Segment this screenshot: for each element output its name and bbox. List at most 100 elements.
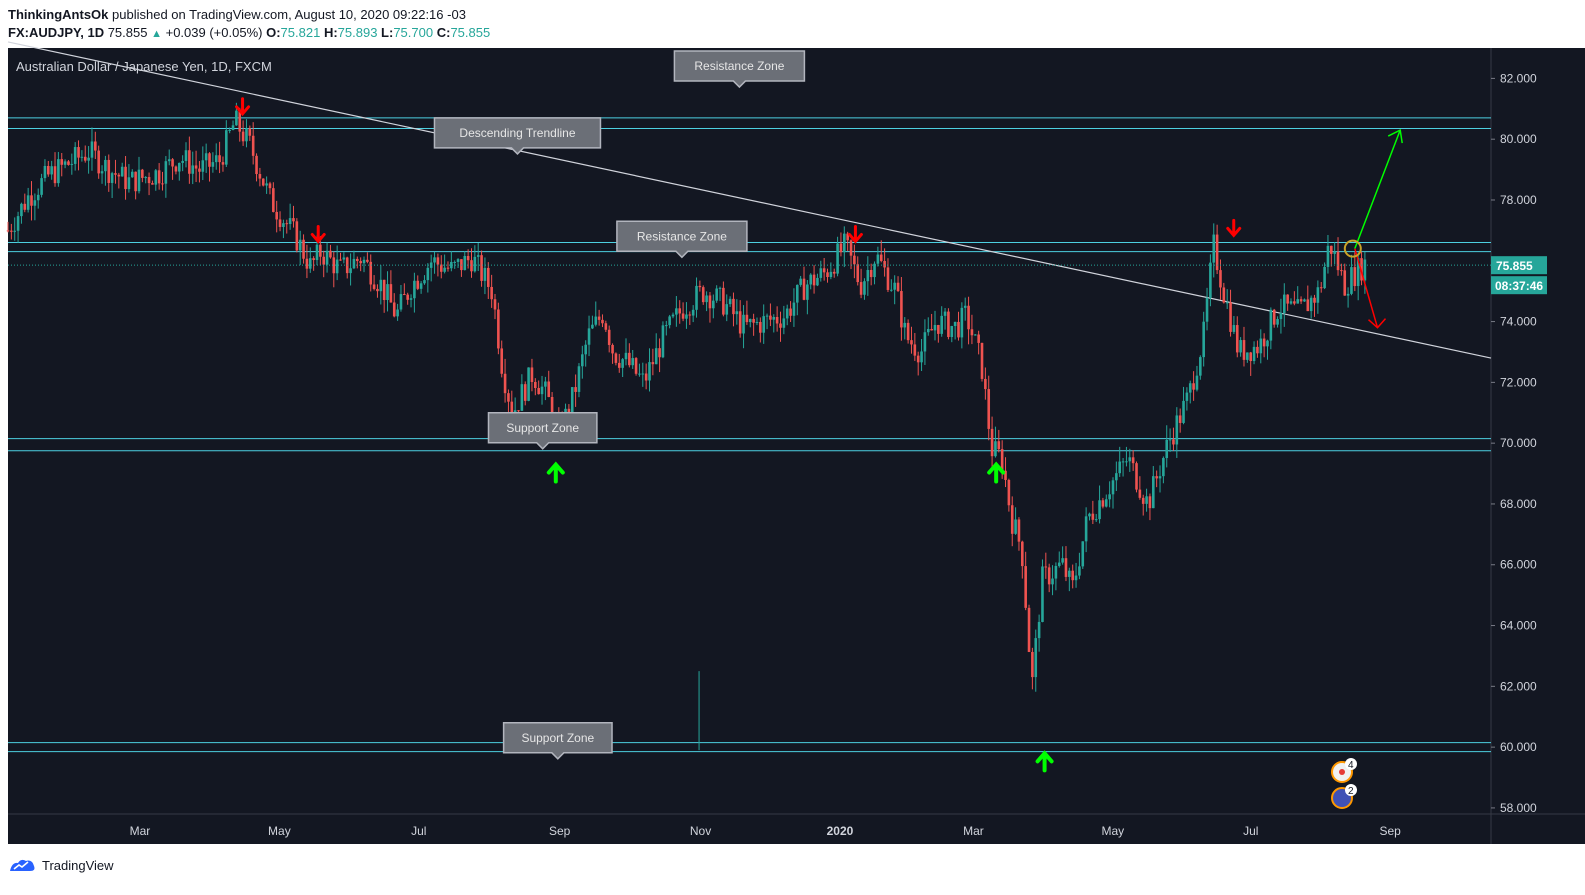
candle-body (597, 316, 601, 320)
candle-body (537, 388, 540, 395)
candle-body (594, 316, 598, 325)
candle-body (490, 286, 493, 300)
event-count-badge (1345, 758, 1357, 770)
candle-body (846, 233, 849, 241)
candle-body (137, 169, 141, 192)
candle-body (329, 250, 332, 258)
candle-body (53, 166, 57, 184)
callout-box[interactable] (673, 50, 806, 89)
candle-body (194, 165, 198, 169)
candle-body (1296, 299, 1300, 304)
callout-box[interactable] (502, 722, 613, 760)
price-tick-label: 74.000 (1500, 315, 1537, 329)
candle-body (688, 314, 692, 316)
candle-body (651, 362, 655, 365)
trendline[interactable] (7, 41, 1492, 359)
candle-body (1151, 476, 1155, 509)
candle-body (141, 169, 144, 178)
candle-body (792, 302, 796, 316)
candle-body (83, 156, 87, 161)
annotation-callout[interactable]: Resistance Zone (673, 50, 806, 89)
candle-body (1061, 558, 1064, 563)
candle-body (30, 195, 33, 206)
bearish-arrowhead (1368, 318, 1387, 329)
candle-body (107, 159, 111, 183)
callout-box[interactable] (616, 220, 748, 259)
candle-body (144, 177, 148, 179)
price-tick-label: 66.000 (1500, 558, 1537, 572)
candle-body (856, 264, 860, 283)
candle-body (1353, 267, 1357, 287)
candle-body (1188, 383, 1192, 393)
candle-body (295, 221, 299, 251)
candle-body (315, 244, 319, 261)
time-axis[interactable] (8, 814, 1585, 844)
candle-body (940, 315, 944, 334)
highlight-circle[interactable] (1343, 239, 1362, 258)
candle-body (198, 168, 201, 172)
candle-body (419, 283, 423, 289)
candle-body (722, 287, 725, 315)
candle-body (255, 155, 258, 175)
open-value: 75.821 (280, 25, 321, 40)
callout-box[interactable] (433, 117, 602, 155)
annotation-callout[interactable]: Descending Trendline (433, 117, 602, 155)
annotation-callout[interactable]: Support Zone (487, 412, 598, 450)
plot-area[interactable] (8, 48, 1491, 814)
price-axis[interactable] (1491, 48, 1585, 814)
symbol-label[interactable]: FX:AUDJPY, 1D (8, 25, 105, 40)
candle-body (332, 257, 336, 274)
candle-body (641, 373, 645, 375)
candle-body (1239, 340, 1242, 353)
bearish-projection-arrow[interactable] (1354, 248, 1379, 328)
candle-body (1091, 513, 1095, 520)
candle-body (876, 254, 880, 264)
candle-body (638, 373, 641, 375)
annotation-callout[interactable]: Resistance Zone (616, 220, 748, 259)
candle-body (668, 316, 671, 326)
candle-body (923, 332, 927, 352)
candle-body (886, 267, 890, 290)
candle-body (147, 177, 151, 184)
author-name[interactable]: ThinkingAntsOk (8, 7, 109, 22)
candle-body (1182, 400, 1185, 423)
candle-body (1125, 461, 1128, 463)
candle-body (937, 324, 940, 334)
time-tick-label: May (268, 824, 291, 838)
annotation-callout[interactable]: Support Zone (502, 722, 613, 760)
candle-body (124, 166, 127, 190)
candle-body (997, 441, 1001, 450)
candle-body (1299, 299, 1303, 302)
callout-label: Resistance Zone (694, 59, 784, 73)
candle-body (591, 324, 594, 329)
candle-body (466, 255, 470, 261)
candle-body (1219, 270, 1222, 288)
candle-body (292, 218, 295, 222)
candle-body (319, 244, 322, 257)
candle-body (879, 254, 883, 261)
candle-body (1104, 499, 1108, 507)
countdown-tag[interactable] (1491, 276, 1547, 295)
bullish-projection-arrow[interactable] (1354, 129, 1401, 249)
price-tick-label: 82.000 (1500, 71, 1537, 85)
candle-body (1309, 297, 1313, 312)
footer: TradingView (8, 856, 114, 874)
candle-body (910, 340, 913, 345)
candle-body (171, 159, 174, 167)
candle-body (644, 373, 648, 381)
last-price-tag[interactable] (1491, 256, 1547, 275)
footer-brand[interactable]: TradingView (42, 857, 114, 873)
callout-box[interactable] (487, 412, 598, 450)
candle-body (1051, 578, 1054, 585)
candle-body (755, 321, 759, 323)
candle-body (396, 309, 399, 317)
candle-body (1111, 480, 1115, 495)
candle-body (231, 125, 235, 131)
candle-body (1209, 262, 1212, 298)
candle-body (1303, 299, 1306, 302)
up-triangle-icon: ▲ (151, 28, 162, 40)
candle-body (272, 188, 275, 212)
candle-body (1168, 439, 1172, 441)
candle-body (523, 384, 527, 401)
